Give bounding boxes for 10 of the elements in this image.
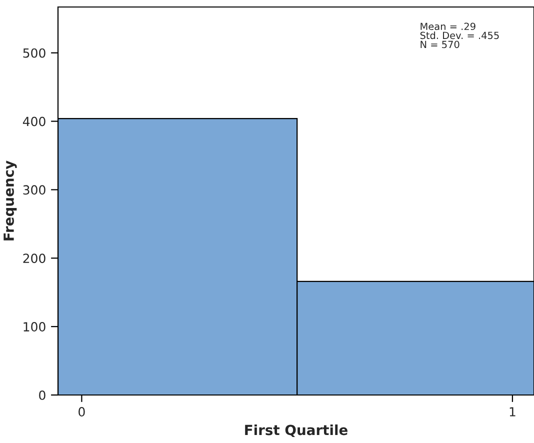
annotation: Mean = .29 Std. Dev. = .455 N = 570 <box>420 22 499 48</box>
y-tick-label: 500 <box>23 48 46 58</box>
y-tick-label: 0 <box>39 390 46 400</box>
y-tick-label: 200 <box>23 254 46 264</box>
y-axis-title: Frequency <box>4 160 17 240</box>
x-axis-title: First Quartile <box>245 424 348 438</box>
y-tick-label: 400 <box>22 116 46 126</box>
x-tick-label: 1 <box>510 407 516 416</box>
y-tick-label: 100 <box>24 322 46 332</box>
y-tick-label: 300 <box>23 185 46 195</box>
